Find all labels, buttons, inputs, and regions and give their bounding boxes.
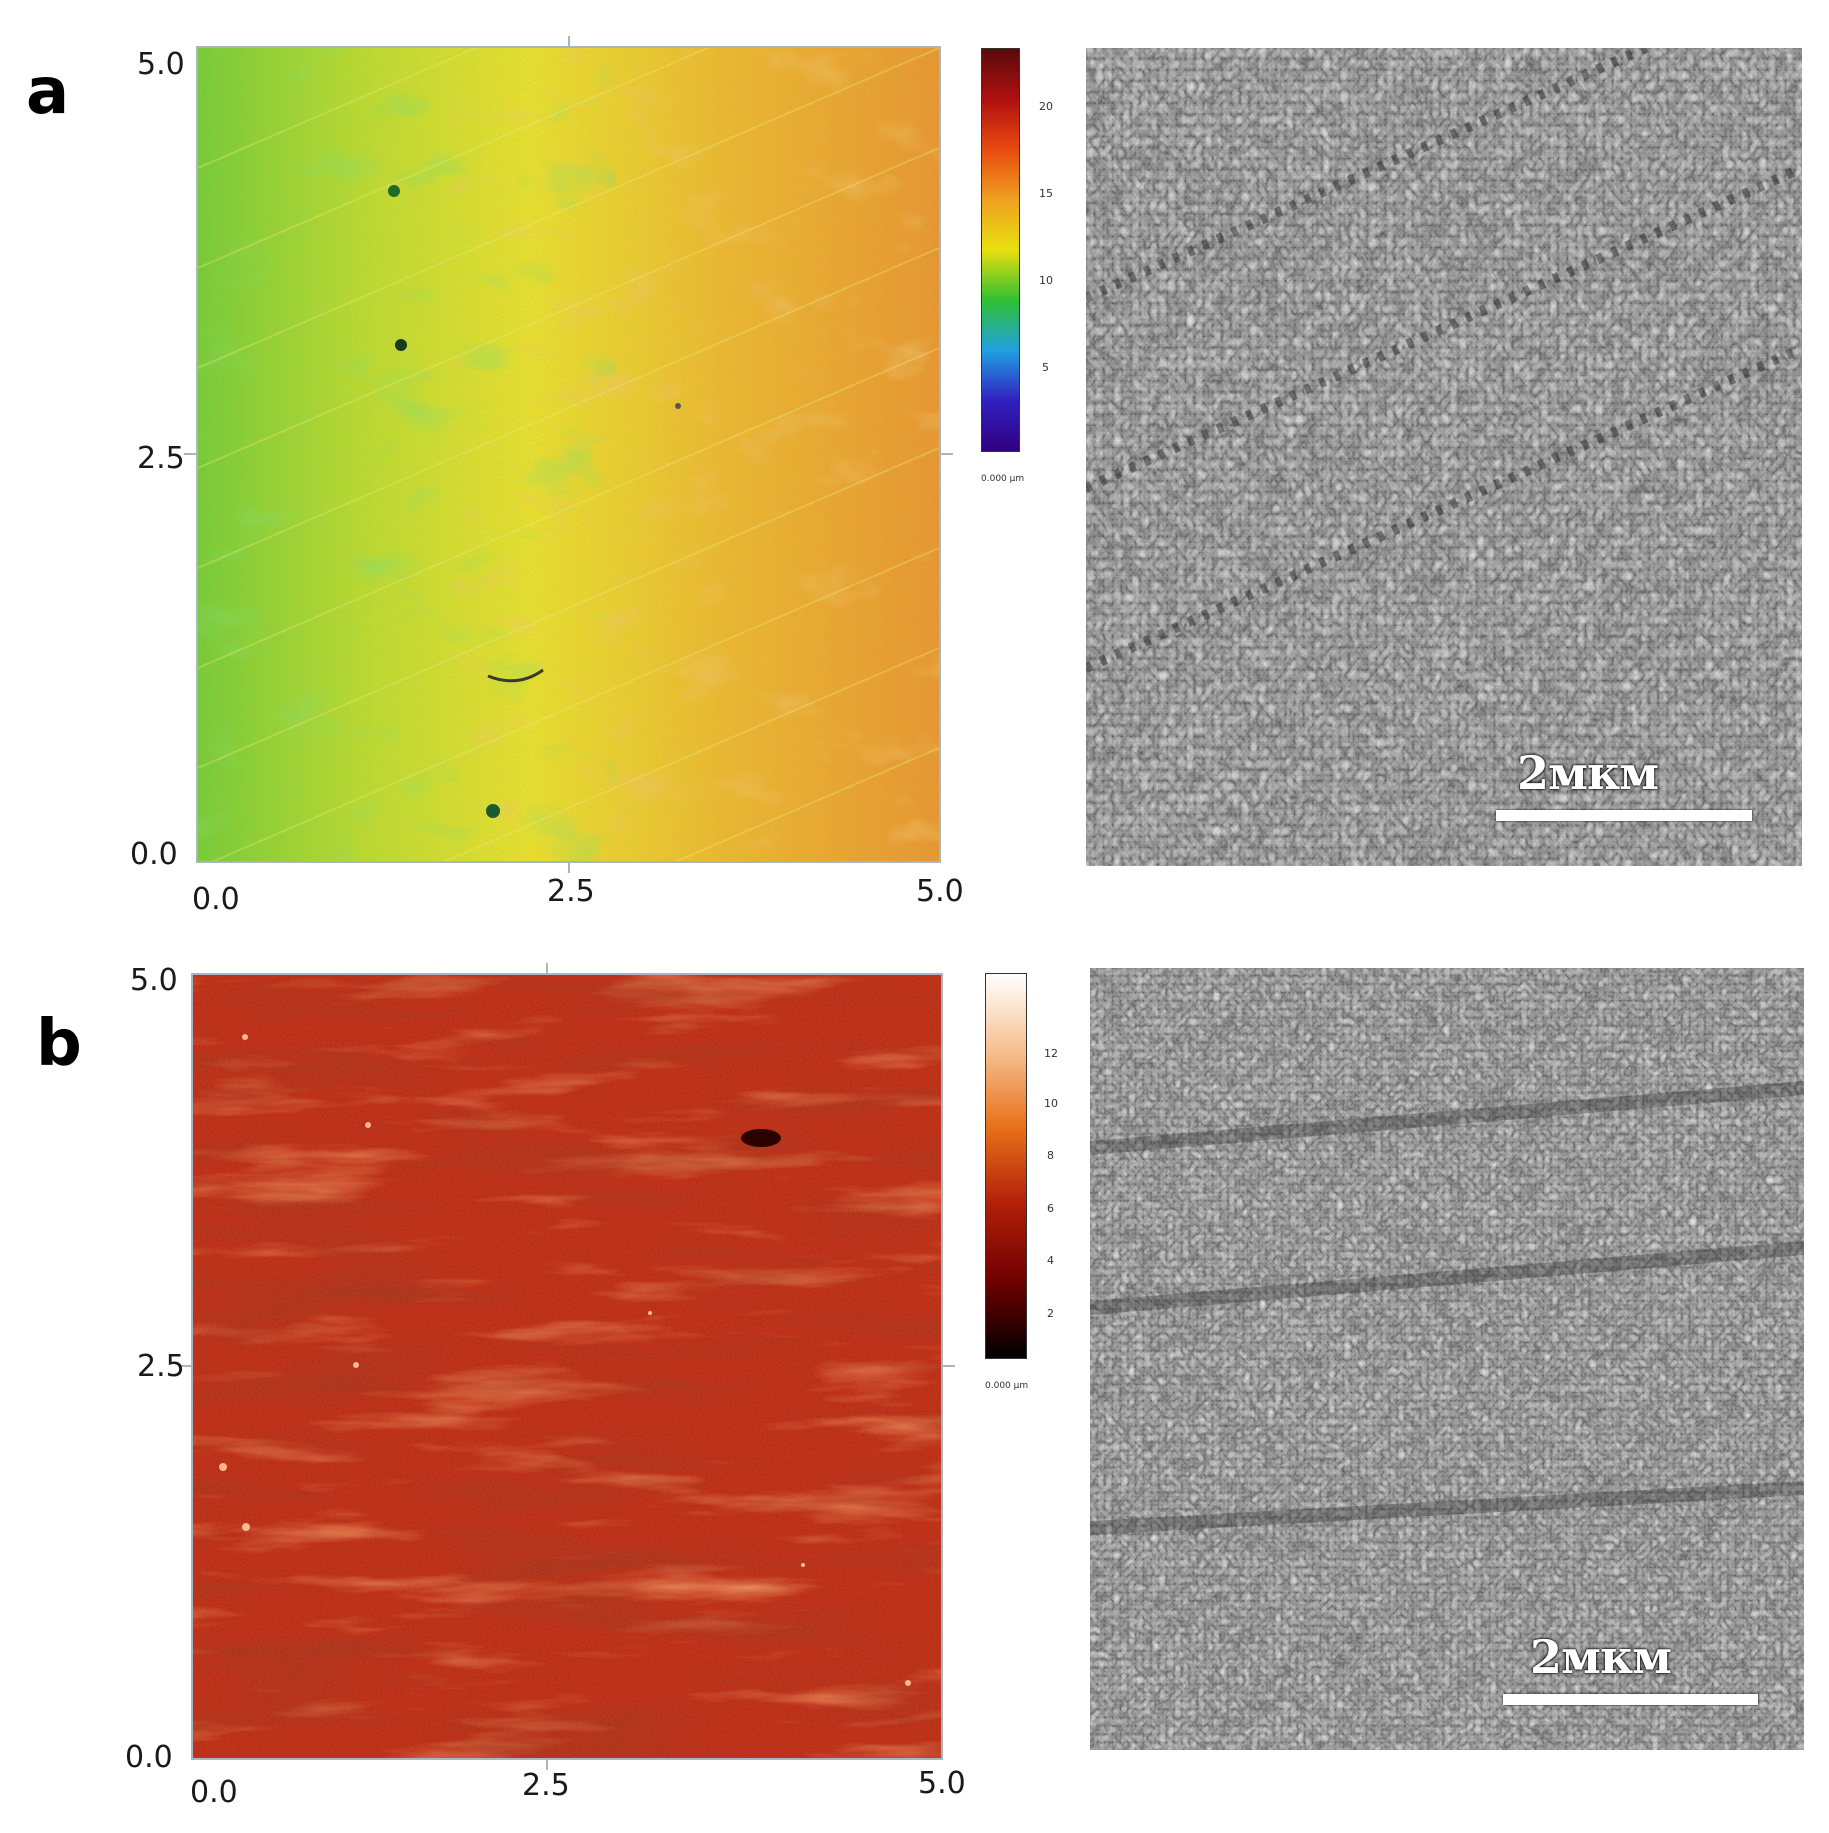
x-tick-mark [546,963,548,975]
colorbar-tick-label: 2 [1047,1307,1054,1320]
y-tick-mark [184,453,196,455]
colorbar-unit-label: 0.000 µm [985,1381,1029,1391]
x-tick-label: 2.5 [547,874,595,909]
x-tick-label: 0.0 [192,882,240,917]
y-tick-mark [943,1365,955,1367]
scale-bar-label-a: 2мкм [1517,746,1659,800]
x-tick-mark [568,36,570,48]
y-tick-label: 0.0 [125,1740,173,1775]
colorbar-unit-label: 0.000 µm [981,474,1025,484]
x-tick-label: 2.5 [522,1768,570,1803]
colorbar-tick-label: 5 [1042,361,1049,374]
y-tick-label: 0.0 [130,837,178,872]
colorbar-tick-label: 12 [1044,1047,1058,1060]
sem-texture-b [1090,968,1804,1750]
colorbar-b [985,973,1027,1359]
x-tick-label: 5.0 [918,1766,966,1801]
panel-label-a: a [26,55,70,129]
colorbar-tick-label: 10 [1044,1097,1058,1110]
sem-texture-a [1086,48,1802,866]
x-tick-mark [568,861,570,873]
x-tick-label: 0.0 [190,1775,238,1810]
colorbar-tick-label: 20 [1039,100,1053,113]
sem-micrograph-b [1090,968,1804,1750]
colorbar-tick-label: 15 [1039,187,1053,200]
y-tick-mark [179,1365,191,1367]
y-tick-label: 5.0 [130,963,178,998]
afm-map-b-graphic [193,975,941,1758]
colorbar-tick-label: 8 [1047,1149,1054,1162]
x-tick-label: 5.0 [916,874,964,909]
y-tick-label: 2.5 [137,1349,185,1384]
y-tick-mark [941,453,953,455]
y-tick-label: 2.5 [137,441,185,476]
colorbar-tick-label: 10 [1039,274,1053,287]
colorbar-tick-label: 4 [1047,1254,1054,1267]
panel-label-b: b [36,1007,82,1081]
afm-height-map-b [193,975,941,1758]
afm-height-map-a [198,48,939,861]
sem-micrograph-a [1086,48,1802,866]
colorbar-a [981,48,1020,452]
scale-bar-a [1496,810,1752,821]
scale-bar-label-b: 2мкм [1530,1630,1672,1684]
scale-bar-b [1503,1694,1758,1705]
afm-map-a-graphic [198,48,939,861]
colorbar-tick-label: 6 [1047,1202,1054,1215]
y-tick-label: 5.0 [137,47,185,82]
x-tick-mark [546,1758,548,1770]
